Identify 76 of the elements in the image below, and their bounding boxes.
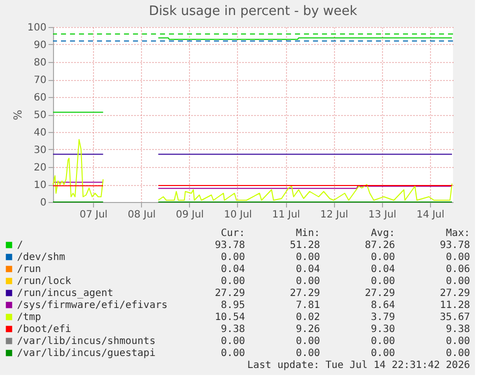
y-tick-label: 70: [34, 75, 46, 86]
legend-label: /sys/firmware/efi/efivars: [17, 300, 168, 311]
y-tick-label: 100: [27, 22, 46, 34]
text: 8.64: [370, 300, 395, 311]
text: 0.06: [446, 264, 470, 275]
text: 9.26: [296, 324, 320, 335]
x-tick-label: 08 Jul: [128, 210, 156, 220]
legend-label: /run/incus_agent: [17, 288, 114, 299]
text: Last update: Tue Jul 14 22:31:42 2026: [247, 360, 470, 371]
text: 9.38: [446, 324, 470, 335]
text: 0.00: [220, 276, 245, 287]
text: 0.00: [370, 276, 395, 287]
legend-label: /var/lib/incus/shmounts: [17, 336, 156, 347]
y-tick-label: 0: [40, 198, 46, 208]
text: 27.29: [440, 288, 470, 299]
text: 3.79: [370, 312, 395, 323]
text: 0.04: [370, 264, 395, 275]
text: 27.29: [364, 288, 395, 299]
text: 7.81: [296, 300, 320, 311]
legend-label: /run: [17, 264, 42, 275]
text: 0.00: [296, 348, 320, 359]
legend-label: /var/lib/incus/guestapi: [17, 348, 156, 359]
text: 11.28: [440, 300, 470, 311]
chart-title: Disk usage in percent - by week: [148, 4, 358, 19]
legend-label: /dev/shm: [17, 252, 66, 263]
legend-label: /run/lock: [17, 276, 72, 287]
text: 0.00: [296, 252, 320, 263]
x-tick-label: 10 Jul: [224, 210, 252, 220]
y-tick-label: 80: [34, 58, 46, 68]
text: 0.00: [220, 348, 245, 359]
x-tick-label: 09 Jul: [176, 210, 204, 220]
text: 0.04: [296, 264, 320, 275]
x-tick-label: 14 Jul: [416, 210, 444, 220]
y-tick-label: 30: [34, 145, 46, 156]
y-tick-label: 20: [34, 162, 46, 174]
text: 0.00: [446, 348, 470, 359]
x-tick-label: 13 Jul: [368, 210, 396, 220]
y-tick-label: 60: [34, 92, 46, 104]
y-tick-label: 90: [34, 40, 46, 51]
x-tick-label: 11 Jul: [272, 210, 300, 220]
text: 0.00: [446, 276, 470, 287]
text: Avg:: [370, 228, 395, 239]
text: 0.02: [296, 312, 320, 323]
text: Min:: [296, 228, 320, 239]
text: 0.00: [370, 336, 395, 347]
text: 0.00: [446, 336, 470, 347]
text: 93.78: [440, 240, 470, 251]
text: 9.38: [220, 324, 245, 335]
text: 0.00: [220, 252, 245, 263]
y-tick-label: 40: [34, 128, 46, 138]
y-tick-label: 50: [34, 110, 46, 121]
legend-label: /tmp: [17, 312, 42, 323]
text: 0.00: [296, 336, 320, 347]
text: 35.67: [440, 312, 470, 323]
legend-label: /: [17, 240, 24, 251]
text: 0.00: [370, 348, 395, 359]
text: 8.95: [220, 300, 245, 311]
text: 27.29: [290, 288, 320, 299]
y-axis-title: %: [11, 110, 24, 120]
text: Cur:: [220, 228, 245, 239]
x-tick-label: 12 Jul: [320, 210, 348, 220]
text: 0.04: [220, 264, 245, 275]
text: 9.30: [370, 324, 395, 335]
legend-label: /boot/efi: [17, 324, 72, 335]
text: 93.78: [214, 240, 245, 251]
y-tick-label: 10: [34, 180, 46, 191]
text: 0.00: [296, 276, 320, 287]
text: 51.28: [290, 240, 320, 251]
text: Max:: [446, 228, 470, 239]
x-tick-label: 07 Jul: [80, 210, 108, 220]
text: 0.00: [370, 252, 395, 263]
text: 0.00: [446, 252, 470, 263]
text: 10.54: [214, 312, 245, 323]
text: 0.00: [220, 336, 245, 347]
text: 27.29: [214, 288, 245, 299]
text: 87.26: [364, 240, 395, 251]
